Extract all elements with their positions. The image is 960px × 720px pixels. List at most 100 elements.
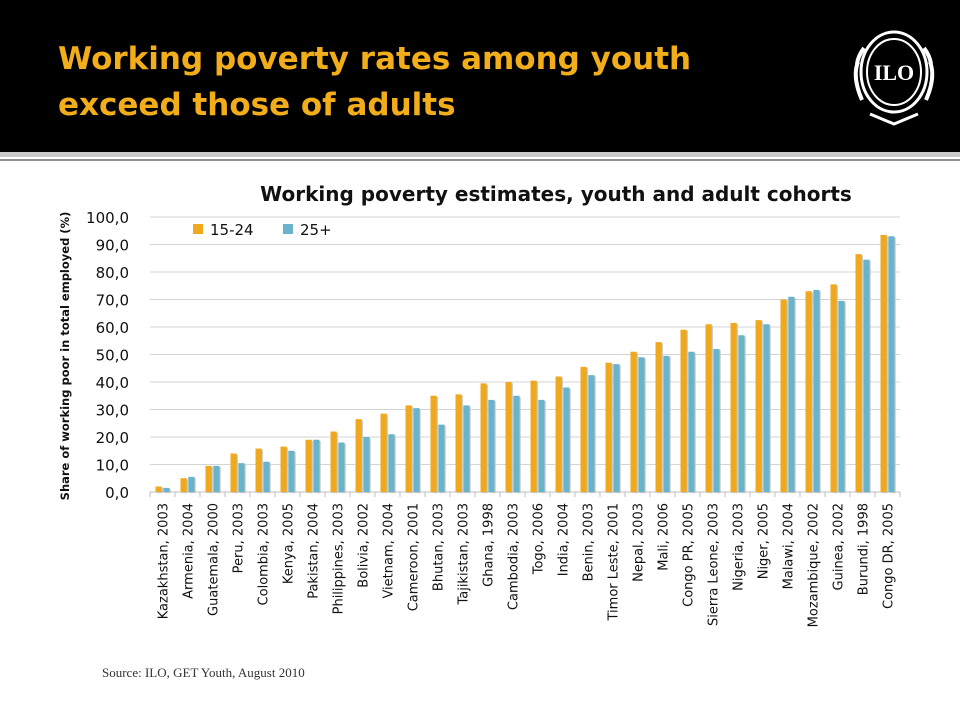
x-tick-label: Malawi, 2004 <box>782 503 797 589</box>
y-tick-label: 20,0 <box>96 429 129 447</box>
bar-adult <box>438 424 445 492</box>
x-tick-label: Colombia, 2003 <box>257 503 272 605</box>
bar-adult <box>513 395 520 492</box>
bar-youth <box>705 324 712 492</box>
bar-youth <box>380 413 387 492</box>
x-tick-label: Nigeria, 2003 <box>732 503 747 591</box>
bar-adult <box>163 487 170 492</box>
bar-youth <box>180 478 187 492</box>
bar-adult <box>488 399 495 492</box>
x-tick-label: Benin, 2003 <box>582 503 597 581</box>
bar-youth <box>480 383 487 492</box>
bar-adult <box>663 355 670 492</box>
x-tick-label: Niger, 2005 <box>757 503 772 579</box>
bar-adult <box>738 335 745 492</box>
bar-adult <box>538 399 545 492</box>
bar-adult <box>638 357 645 492</box>
x-tick-label: Kazakhstan, 2003 <box>157 503 172 619</box>
x-tick-label: Guatemala, 2000 <box>207 503 222 616</box>
bar-youth <box>780 299 787 492</box>
bar-adult <box>863 259 870 492</box>
bar-youth <box>155 486 162 492</box>
bar-adult <box>688 351 695 492</box>
bar-youth <box>655 342 662 492</box>
bar-youth <box>855 254 862 492</box>
bar-youth <box>455 394 462 492</box>
y-tick-label: 0,0 <box>105 484 129 502</box>
bar-adult <box>713 349 720 492</box>
x-tick-label: Vietnam, 2004 <box>382 503 397 599</box>
y-tick-label: 100,0 <box>86 209 129 227</box>
bar-adult <box>338 442 345 492</box>
legend: 15-24 25+ <box>193 221 332 239</box>
bar-youth <box>730 322 737 492</box>
bar-adult <box>313 439 320 492</box>
bar-adult <box>563 387 570 492</box>
x-tick-label: Congo DR, 2005 <box>882 503 897 609</box>
x-tick-label: Bolivia, 2002 <box>357 503 372 588</box>
x-tick-label: Pakistan, 2004 <box>307 503 322 599</box>
bar-adult <box>788 296 795 492</box>
bar-youth <box>330 431 337 492</box>
legend-label-youth: 15-24 <box>210 221 254 239</box>
bar-adult <box>188 476 195 492</box>
x-tick-label: Nepal, 2003 <box>632 503 647 582</box>
bar-youth <box>805 291 812 492</box>
x-tick-label: Tajikistan, 2003 <box>457 503 472 606</box>
bar-youth <box>555 376 562 492</box>
bar-adult <box>888 236 895 492</box>
bar-youth <box>680 329 687 492</box>
bar-youth <box>280 446 287 492</box>
bar-adult <box>838 300 845 492</box>
bar-youth <box>255 448 262 492</box>
x-tick-label: Bhutan, 2003 <box>432 503 447 591</box>
x-tick-label: Ghana, 1998 <box>482 503 497 587</box>
divider <box>0 152 960 157</box>
x-tick-label: Guinea, 2002 <box>832 503 847 590</box>
bar-youth <box>355 419 362 492</box>
bar-adult <box>588 375 595 492</box>
bar-adult <box>463 405 470 492</box>
x-tick-label: Togo, 2006 <box>532 503 547 575</box>
divider-line <box>0 159 960 161</box>
y-tick-label: 10,0 <box>96 457 129 475</box>
bar-youth <box>630 351 637 492</box>
y-axis-label: Share of working poor in total employed … <box>58 212 72 501</box>
bar-adult <box>763 324 770 492</box>
x-tick-label: Philippines, 2003 <box>332 503 347 614</box>
x-tick-label: Congo PR, 2005 <box>682 503 697 607</box>
bar-youth <box>430 395 437 492</box>
bar-youth <box>205 465 212 492</box>
bar-youth <box>405 405 412 492</box>
legend-label-adult: 25+ <box>300 221 332 239</box>
legend-swatch-adult <box>283 224 293 234</box>
x-tick-label: Burundi, 1998 <box>857 503 872 595</box>
legend-swatch-youth <box>193 224 203 234</box>
logo-text: ILO <box>874 60 914 85</box>
bar-adult <box>388 434 395 492</box>
x-tick-label: Armenia, 2004 <box>182 503 197 599</box>
x-tick-label: Cambodia, 2003 <box>507 503 522 610</box>
source-note: Source: ILO, GET Youth, August 2010 <box>102 665 305 680</box>
y-tick-label: 30,0 <box>96 402 129 420</box>
bar-youth <box>305 439 312 492</box>
x-tick-label: Mali, 2006 <box>657 503 672 571</box>
ilo-logo: ILO <box>853 30 935 126</box>
bar-adult <box>288 450 295 492</box>
bar-adult <box>238 463 245 492</box>
chart-title: Working poverty estimates, youth and adu… <box>260 182 852 206</box>
bar-youth <box>880 234 887 492</box>
bar-youth <box>530 380 537 492</box>
y-tick-label: 60,0 <box>96 319 129 337</box>
y-tick-label: 40,0 <box>96 374 129 392</box>
bar-youth <box>580 366 587 492</box>
bar-youth <box>230 453 237 492</box>
slide-header: Working poverty rates among youth exceed… <box>0 0 960 152</box>
y-tick-label: 50,0 <box>96 347 129 365</box>
x-tick-label: Timor Leste, 2001 <box>607 503 622 621</box>
y-tick-label: 90,0 <box>96 237 129 255</box>
bar-adult <box>813 289 820 492</box>
slide-title: Working poverty rates among youth exceed… <box>58 41 692 123</box>
x-tick-label: Mozambique, 2002 <box>807 503 822 627</box>
x-tick-label: India, 2004 <box>557 503 572 576</box>
